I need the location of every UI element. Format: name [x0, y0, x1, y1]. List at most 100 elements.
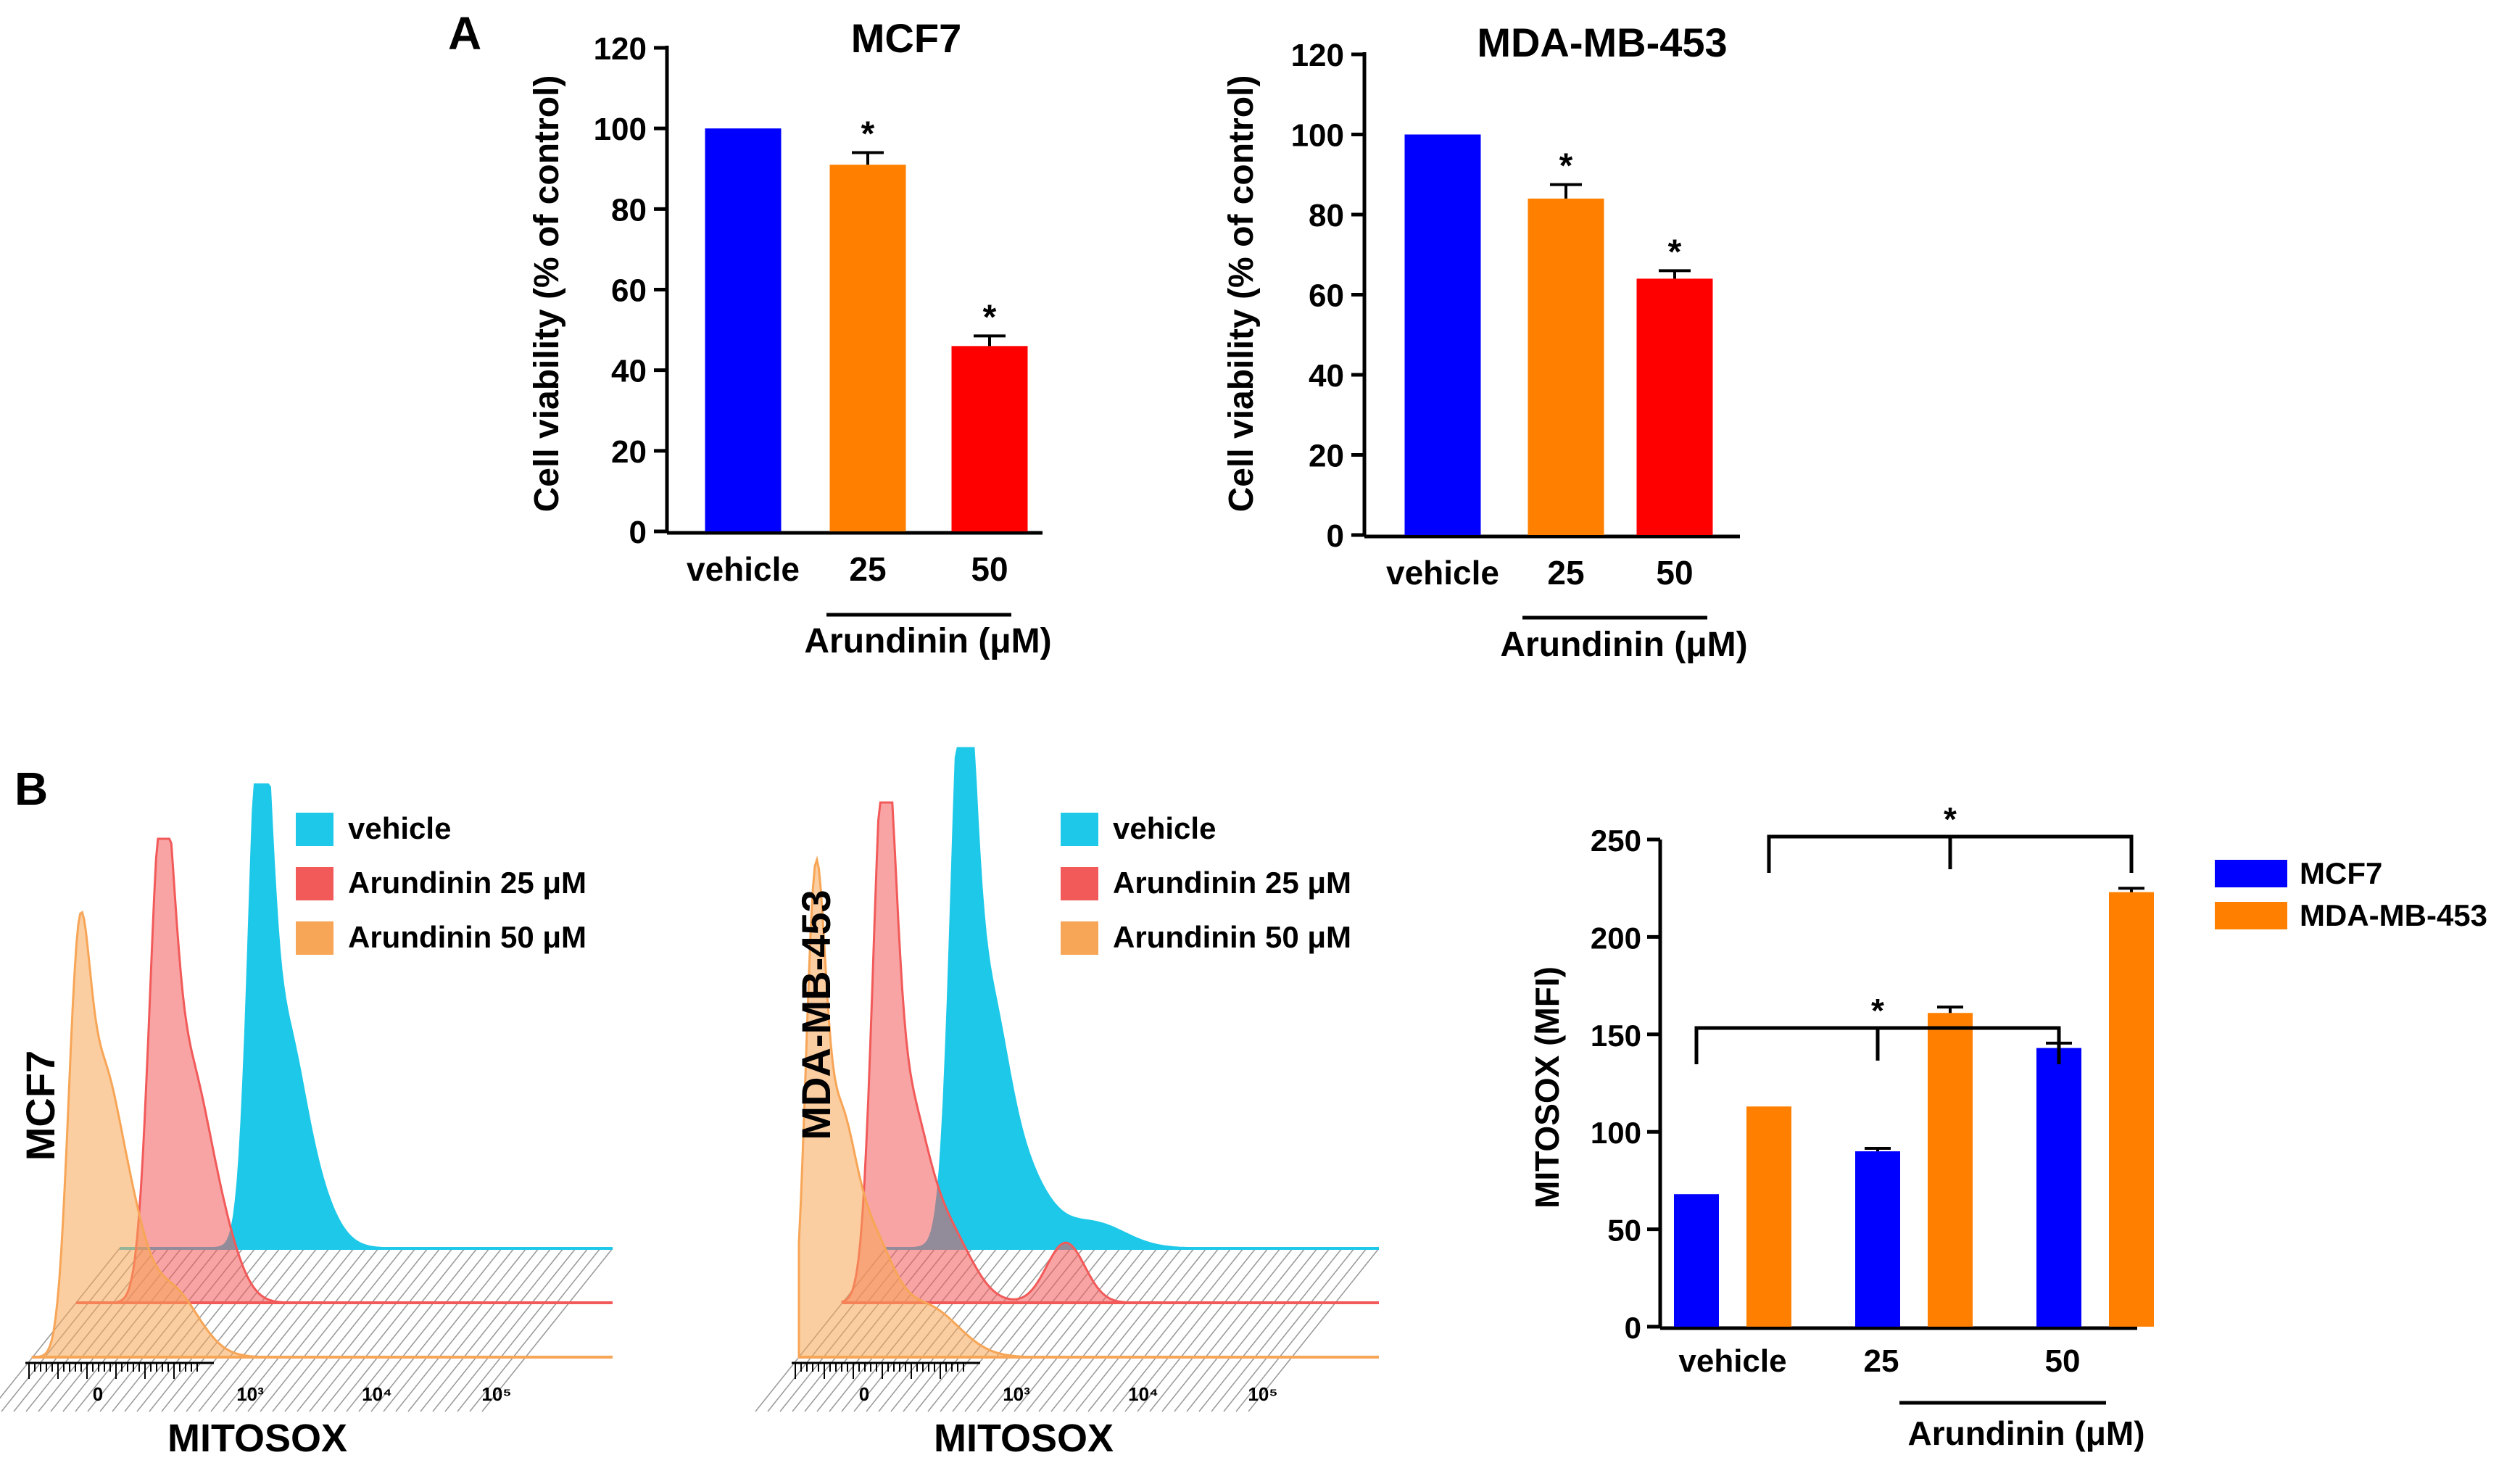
y-ticks: 0 20 40 60 80 100 120 [594, 31, 667, 550]
x-tick-label: 25 [1864, 1343, 1899, 1379]
plane-grid [866, 1356, 911, 1412]
plane-grid [284, 1356, 329, 1412]
plane-grid [1267, 1302, 1311, 1358]
plane-grid [420, 1248, 465, 1303]
legend-swatch [296, 921, 333, 955]
plane-grid [384, 1248, 428, 1303]
plane-grid [370, 1356, 415, 1412]
x-axis-label: Arundinin (μM) [1500, 626, 1747, 664]
plane-grid [241, 1302, 286, 1358]
y-axis-label: Cell viability (% of control) [1222, 75, 1261, 513]
plane-grid [470, 1248, 515, 1303]
plane-grid [544, 1248, 589, 1303]
plane-grid [983, 1302, 1028, 1358]
plane-grid [1322, 1248, 1367, 1303]
plane-grid [291, 1302, 336, 1358]
x-tick-label: vehicle [687, 550, 800, 588]
bar-50 [1636, 278, 1713, 535]
x-tick-labels: vehicle 25 50 [1678, 1343, 2080, 1379]
significance-star: * [861, 115, 875, 154]
plane-grid [1106, 1302, 1151, 1358]
panel-label-a: A [448, 7, 481, 59]
x-axis-label: Arundinin (μM) [1907, 1414, 2144, 1452]
plane-grid [377, 1302, 422, 1358]
panel-label-b: B [14, 763, 48, 815]
plane-grid [1235, 1356, 1280, 1412]
plane-grid [1335, 1248, 1380, 1303]
plane-grid [1082, 1302, 1127, 1358]
y-axis-label: MITOSOX (MFI) [1528, 966, 1566, 1209]
plane-grid [1014, 1356, 1058, 1412]
y-tick-label: 120 [594, 31, 647, 67]
cell-line-label: MCF7 [17, 1050, 63, 1161]
x-tick-label: 10³ [236, 1383, 264, 1405]
plane-grid [1180, 1302, 1225, 1358]
y-tick-label: 0 [629, 515, 647, 550]
y-ticks: 0 20 40 60 80 100 120 [1291, 38, 1364, 554]
plane-grid [1113, 1248, 1158, 1303]
legend: MCF7 MDA-MB-453 [2215, 856, 2487, 932]
plane-grid [878, 1356, 923, 1412]
legend-label: vehicle [348, 811, 451, 845]
plane-grid [395, 1356, 440, 1412]
plane-grid [755, 1356, 800, 1412]
plane-grid [414, 1302, 459, 1358]
plane-grid [1143, 1302, 1188, 1358]
plane-grid [451, 1302, 496, 1358]
plane-grid [1254, 1302, 1299, 1358]
bar-vehicle [1404, 134, 1481, 535]
y-tick-label: 0 [1327, 518, 1344, 554]
plane-grid [1057, 1302, 1102, 1358]
plane-grid [1101, 1248, 1145, 1303]
chart-title: MDA-MB-453 [1477, 20, 1727, 65]
plane-grid [1161, 1356, 1206, 1412]
plane-grid [445, 1248, 490, 1303]
bar-25 [1528, 198, 1604, 535]
plane-grid [198, 1356, 243, 1412]
plane-grid [371, 1248, 416, 1303]
legend-swatch [296, 813, 333, 846]
bar-MCF7-25 [1855, 1151, 1900, 1327]
plane-grid [964, 1356, 1009, 1412]
plane-grid [235, 1356, 280, 1412]
legend-label: MDA-MB-453 [2300, 898, 2487, 932]
x-tick-label: 25 [1547, 554, 1584, 592]
plane-grid [1, 1356, 46, 1412]
plane-grid [1298, 1248, 1343, 1303]
y-tick-label: 20 [611, 434, 647, 470]
cell-line-label: MDA-MB-453 [793, 890, 839, 1140]
x-tick-label: 50 [2045, 1343, 2081, 1379]
plane-grid [1069, 1302, 1114, 1358]
plane-grid [247, 1356, 292, 1412]
viability-chart-mda: MDA-MB-453 Cell viability (% of control)… [1222, 20, 1748, 664]
plane-grid [333, 1356, 378, 1412]
plane-grid [1026, 1356, 1071, 1412]
plane-grid [469, 1356, 514, 1412]
plane-grid [1285, 1248, 1330, 1303]
significance-star: * [1668, 233, 1682, 271]
plane-grid [1291, 1302, 1336, 1358]
y-tick-label: 120 [1291, 38, 1344, 73]
plane-grid [457, 1356, 502, 1412]
plane-grid [482, 1248, 527, 1303]
plane-grid [13, 1356, 58, 1412]
y-tick-label: 80 [1309, 198, 1344, 233]
plane-grid [358, 1356, 403, 1412]
x-tick-label: 10³ [1003, 1383, 1030, 1405]
bar-MDA-MB-453-vehicle [1746, 1106, 1791, 1327]
y-tick-label: 60 [1309, 278, 1344, 314]
plane-grid [519, 1248, 564, 1303]
legend-label: MCF7 [2300, 856, 2382, 890]
plane-grid [1186, 1356, 1231, 1412]
plane-grid [1199, 1248, 1244, 1303]
plane-grid [75, 1356, 120, 1412]
plane-grid [439, 1302, 484, 1358]
plane-grid [1045, 1302, 1090, 1358]
significance-star: * [1944, 800, 1957, 838]
plane-grid [457, 1248, 502, 1303]
legend-swatch [1061, 813, 1098, 846]
plane-grid [1038, 1356, 1083, 1412]
x-tick-label: 0 [859, 1383, 869, 1405]
plane-grid [1124, 1356, 1169, 1412]
plane-grid [1174, 1248, 1219, 1303]
